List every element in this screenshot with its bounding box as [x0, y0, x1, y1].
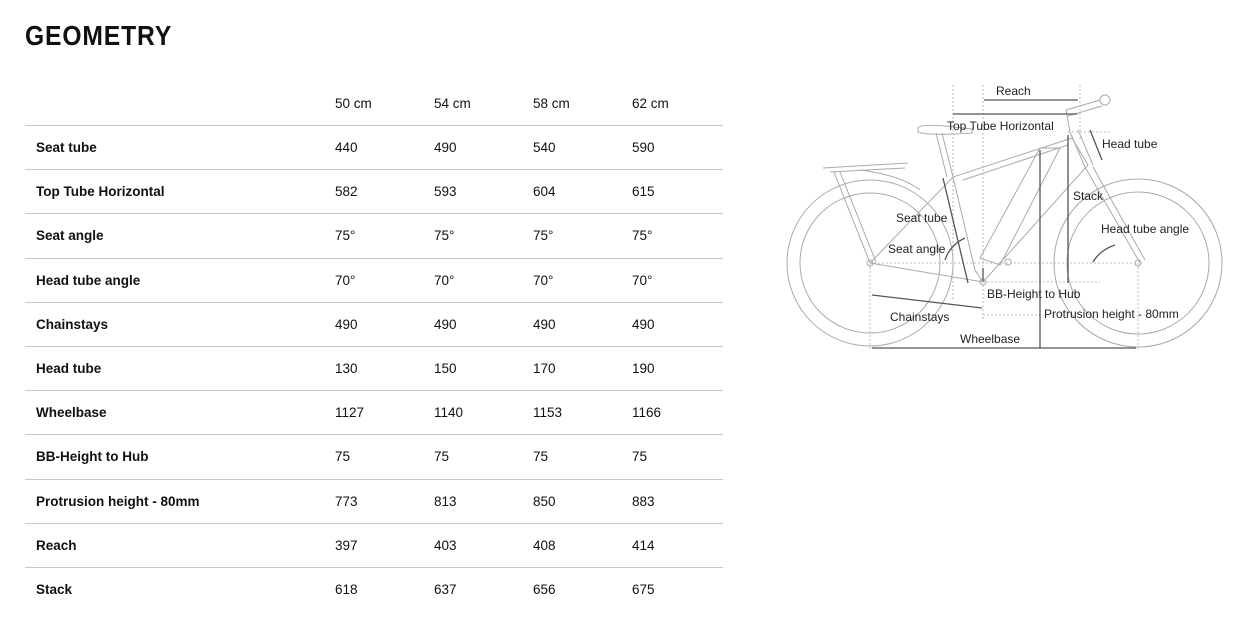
- cell-value: 1140: [434, 390, 533, 436]
- row-label: Seat tube: [25, 125, 335, 171]
- cell-value: 618: [335, 581, 358, 597]
- row-label: Protrusion height - 80mm: [25, 479, 335, 524]
- cell-value: 190: [632, 346, 723, 392]
- cell-value: 170: [533, 346, 632, 392]
- column-header: 58 cm: [533, 82, 632, 126]
- cell-value: 637: [434, 581, 457, 597]
- cell-value: 490: [434, 302, 533, 347]
- row-label: BB-Height to Hub: [25, 434, 335, 480]
- column-header: 62 cm: [632, 82, 723, 126]
- label-stack: Stack: [1073, 189, 1104, 203]
- table-row: Top Tube Horizontal 582 593 604 615: [25, 169, 723, 215]
- cell-value: 75: [632, 434, 723, 480]
- row-label: Chainstays: [25, 302, 335, 347]
- cell-value: 70°: [434, 258, 533, 303]
- label-top-tube: Top Tube Horizontal: [947, 119, 1054, 133]
- cell-value: 70°: [533, 258, 632, 303]
- cell-value: 75°: [434, 213, 533, 259]
- cell-value: 414: [632, 523, 723, 568]
- table-row: Head tube angle 70° 70° 70° 70°: [25, 258, 723, 303]
- cell-value: 75°: [533, 213, 632, 259]
- label-seat-angle: Seat angle: [888, 242, 946, 256]
- cell-value: 150: [434, 346, 533, 392]
- column-header: 50 cm: [335, 82, 434, 126]
- table-row: Seat tube 440 490 540 590: [25, 125, 723, 171]
- cell-value: 75°: [632, 213, 723, 259]
- cell-value: 813: [434, 479, 533, 524]
- cell-value: 75: [434, 434, 533, 480]
- cell-value: 582: [335, 169, 434, 215]
- row-label: Top Tube Horizontal: [25, 169, 335, 215]
- cell-value: 540: [533, 125, 632, 171]
- frame: [869, 137, 1089, 283]
- cell-value: 75: [335, 434, 434, 480]
- reference-lines: [869, 85, 1139, 350]
- cell-value: 75°: [335, 213, 434, 259]
- cell-value: 490: [632, 302, 723, 347]
- cell-value: 850: [533, 479, 632, 524]
- cell-value: 1153: [533, 390, 632, 436]
- row-label: Head tube angle: [25, 258, 335, 303]
- table-row: Chainstays 490 490 490 490: [25, 302, 723, 347]
- cell-value: 490: [335, 302, 434, 347]
- cell-value: 490: [434, 125, 533, 171]
- label-protrusion: Protrusion height - 80mm: [1044, 307, 1179, 321]
- label-seat-tube: Seat tube: [896, 211, 948, 225]
- cell-value: 675: [632, 581, 655, 597]
- header-empty: [25, 82, 335, 126]
- geometry-table: 50 cm 54 cm 58 cm 62 cm Seat tube 440 490 5…: [25, 82, 723, 611]
- cell-value: 408: [533, 523, 632, 568]
- cell-value: 590: [632, 125, 723, 171]
- saddle: [917, 124, 973, 135]
- label-wheelbase: Wheelbase: [960, 332, 1020, 346]
- label-reach: Reach: [996, 84, 1031, 98]
- cell-value: 403: [434, 523, 533, 568]
- table-row: Head tube 130 150 170 190: [25, 346, 723, 392]
- handlebar: [1065, 99, 1103, 133]
- cell-value: 440: [335, 125, 434, 171]
- fork: [1084, 166, 1146, 264]
- cell-value: 70°: [335, 258, 434, 303]
- table-row: Seat angle 75° 75° 75° 75°: [25, 213, 723, 259]
- table-header-row: 50 cm 54 cm 58 cm 62 cm: [25, 82, 723, 126]
- label-bb-height: BB-Height to Hub: [987, 287, 1081, 301]
- cell-value: 773: [335, 479, 434, 524]
- table-row: Stack 618 637 656 675: [25, 567, 723, 611]
- cell-value: 397: [335, 523, 434, 568]
- seatpost: [935, 132, 954, 178]
- row-label: Wheelbase: [25, 390, 335, 436]
- cell-value: 656: [533, 581, 556, 597]
- table-row: BB-Height to Hub 75 75 75 75: [25, 434, 723, 480]
- cell-value: 75: [533, 434, 632, 480]
- cell-value: 70°: [632, 258, 723, 303]
- label-head-tube: Head tube: [1102, 137, 1158, 151]
- label-chainstays: Chainstays: [890, 310, 949, 324]
- cell-value: 1166: [632, 390, 723, 436]
- table-row: Wheelbase 1127 1140 1153 1166: [25, 390, 723, 436]
- cell-value: 615: [632, 169, 723, 215]
- cell-value: 593: [434, 169, 533, 215]
- row-label: Reach: [25, 523, 335, 568]
- rack: [822, 162, 921, 264]
- cell-value: 604: [533, 169, 632, 215]
- row-label: Stack: [36, 581, 73, 597]
- cell-value: 1127: [335, 390, 434, 436]
- table-row: Protrusion height - 80mm 773 813 850 883: [25, 479, 723, 524]
- head-tube: [1069, 129, 1094, 168]
- page-title: GEOMETRY: [25, 20, 173, 51]
- dimension-arrows: [871, 99, 1136, 349]
- row-label: Head tube: [25, 346, 335, 392]
- cell-value: 883: [632, 479, 723, 524]
- cell-value: 490: [533, 302, 632, 347]
- cell-value: 130: [335, 346, 434, 392]
- label-head-tube-angle: Head tube angle: [1101, 222, 1189, 236]
- column-header: 54 cm: [434, 82, 533, 126]
- row-label: Seat angle: [25, 213, 335, 259]
- table-row: Reach 397 403 408 414: [25, 523, 723, 568]
